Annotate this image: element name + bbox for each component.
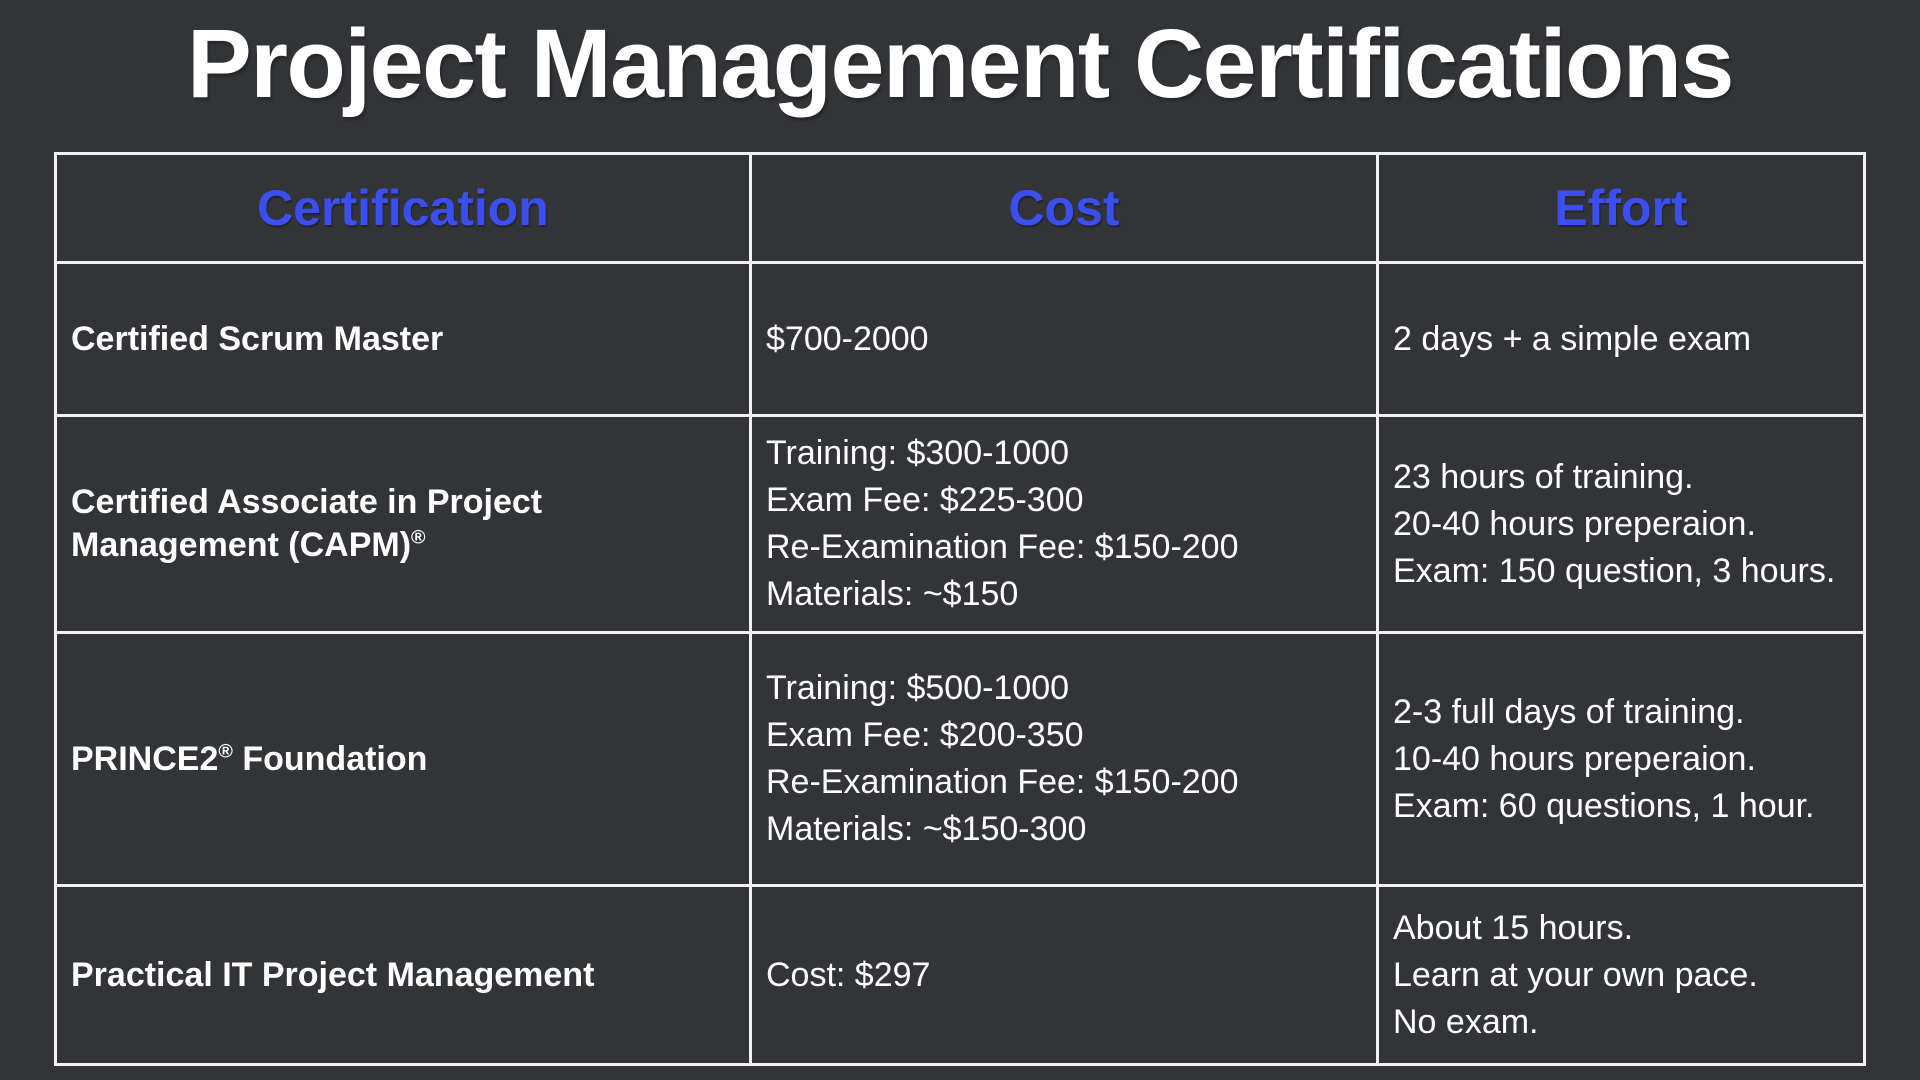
effort-text: 2 days + a simple exam — [1393, 319, 1752, 358]
cert-name-cell: Practical IT Project Management — [57, 887, 749, 1063]
cost-cell: Training: $500-1000 Exam Fee: $200-350 R… — [752, 634, 1376, 884]
cost-text: $700-2000 — [766, 319, 929, 358]
cert-name: Practical IT Project Management — [71, 955, 595, 994]
cert-name: PRINCE2® Foundation — [71, 739, 428, 778]
certifications-table: Certification Cost Effort Certified Scru… — [54, 152, 1866, 1066]
cost-text: Training: $500-1000 Exam Fee: $200-350 R… — [766, 669, 1239, 848]
effort-cell: About 15 hours. Learn at your own pace. … — [1379, 887, 1863, 1063]
column-header-cost: Cost — [752, 155, 1376, 261]
effort-text: 23 hours of training. 20-40 hours preper… — [1393, 457, 1836, 590]
registered-mark: ® — [411, 526, 426, 549]
cost-text: Training: $300-1000 Exam Fee: $225-300 R… — [766, 434, 1239, 613]
effort-text: 2-3 full days of training. 10-40 hours p… — [1393, 692, 1815, 825]
cost-cell: Training: $300-1000 Exam Fee: $225-300 R… — [752, 417, 1376, 631]
effort-text: About 15 hours. Learn at your own pace. … — [1393, 908, 1758, 1041]
cert-name-cell: Certified Scrum Master — [57, 264, 749, 414]
effort-cell: 23 hours of training. 20-40 hours preper… — [1379, 417, 1863, 631]
effort-cell: 2 days + a simple exam — [1379, 264, 1863, 414]
page-title: Project Management Certifications — [187, 9, 1734, 118]
cost-text: Cost: $297 — [766, 955, 931, 994]
effort-cell: 2-3 full days of training. 10-40 hours p… — [1379, 634, 1863, 884]
cert-name-cell: Certified Associate in Project Managemen… — [57, 417, 749, 631]
cert-name: Certified Scrum Master — [71, 319, 444, 358]
cost-cell: $700-2000 — [752, 264, 1376, 414]
cert-name-cell: PRINCE2® Foundation — [57, 634, 749, 884]
column-header-effort: Effort — [1379, 155, 1863, 261]
registered-mark: ® — [218, 740, 233, 763]
cert-name: Certified Associate in Project Managemen… — [71, 483, 543, 564]
column-header-certification: Certification — [57, 155, 749, 261]
cost-cell: Cost: $297 — [752, 887, 1376, 1063]
